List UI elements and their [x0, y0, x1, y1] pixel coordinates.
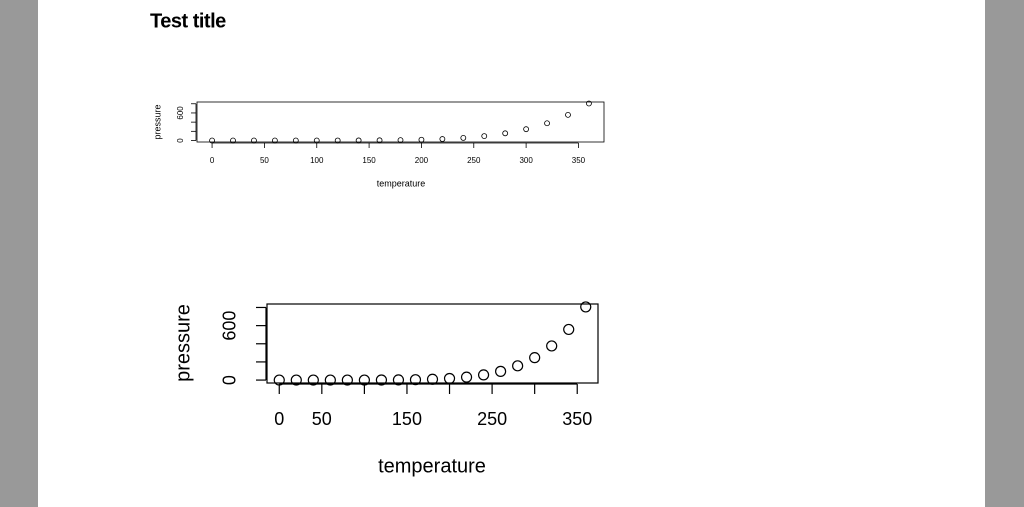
x-tick-label: 350	[562, 409, 592, 429]
x-tick-label: 250	[477, 409, 507, 429]
y-tick-label: 600	[176, 106, 185, 120]
point	[580, 301, 592, 313]
point	[523, 126, 530, 133]
y-tick-label: 0	[220, 375, 240, 385]
point	[313, 137, 320, 144]
point	[439, 136, 446, 142]
x-axis-label: temperature	[378, 455, 486, 477]
point	[334, 137, 341, 144]
x-tick-label: 0	[210, 156, 215, 165]
page-title: Test title	[150, 10, 226, 32]
point	[355, 137, 362, 144]
point	[565, 111, 571, 118]
point	[251, 137, 257, 144]
x-tick-label: 150	[392, 409, 422, 429]
plot-box	[266, 303, 599, 384]
point	[230, 137, 236, 144]
point	[290, 374, 302, 386]
point	[529, 352, 541, 364]
document-sheet	[38, 0, 985, 507]
x-tick-label: 150	[362, 156, 376, 165]
point	[502, 130, 509, 137]
x-tick-label: 350	[572, 156, 586, 165]
point	[324, 374, 336, 386]
point	[271, 137, 278, 144]
point	[273, 374, 285, 386]
point	[409, 374, 422, 386]
point	[292, 137, 299, 144]
x-tick-label: 100	[310, 156, 324, 165]
x-tick-label: 200	[415, 156, 429, 165]
plot-box	[196, 101, 605, 143]
point	[341, 374, 353, 386]
y-axis-label: pressure	[152, 104, 162, 139]
y-tick-label: 0	[176, 138, 185, 143]
point	[418, 136, 425, 143]
point	[495, 365, 507, 377]
point	[460, 134, 467, 141]
point	[397, 137, 404, 144]
point	[586, 100, 592, 107]
point	[376, 137, 383, 144]
x-tick-label: 0	[274, 409, 284, 429]
x-tick-label: 50	[260, 156, 269, 165]
point	[375, 374, 388, 386]
y-axis-label: pressure	[172, 304, 194, 382]
point	[209, 137, 215, 144]
point	[512, 360, 524, 372]
point	[546, 340, 558, 352]
point	[443, 372, 456, 385]
point	[544, 120, 550, 127]
point	[563, 323, 575, 336]
y-tick-label: 600	[220, 311, 240, 341]
x-tick-label: 300	[519, 156, 533, 165]
point	[460, 371, 473, 383]
point	[358, 374, 370, 386]
x-tick-label: 50	[312, 409, 332, 429]
point	[426, 373, 439, 385]
point	[307, 374, 319, 386]
point	[392, 374, 405, 386]
x-tick-label: 250	[467, 156, 481, 165]
point	[477, 369, 490, 381]
x-axis-label: temperature	[377, 178, 426, 188]
point	[481, 133, 488, 140]
